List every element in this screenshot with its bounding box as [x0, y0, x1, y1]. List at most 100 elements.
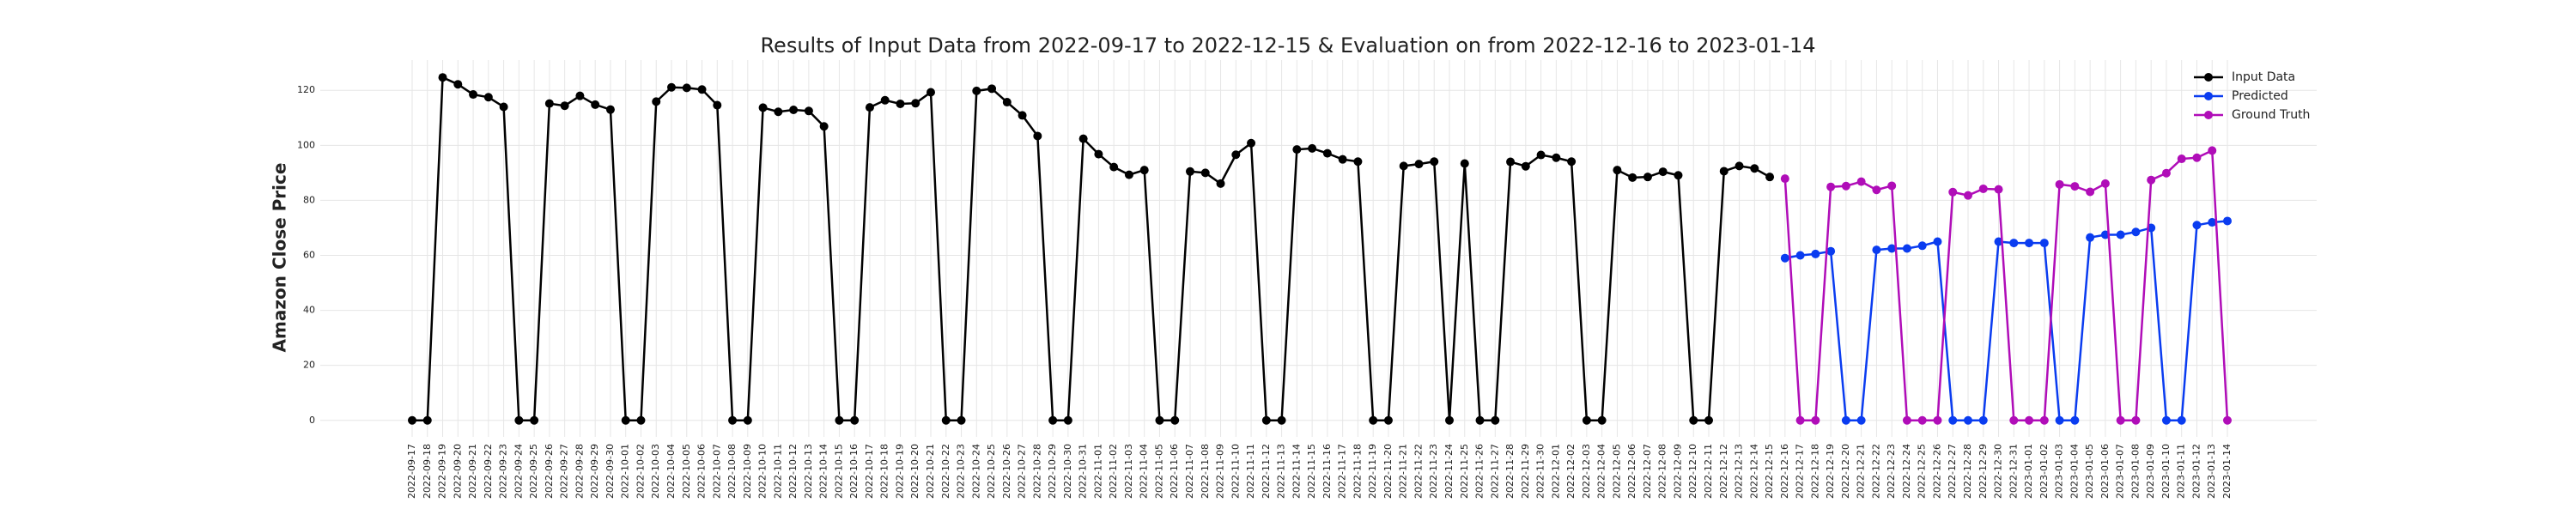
point	[652, 97, 661, 106]
series-line	[1783, 148, 2229, 422]
point	[758, 103, 768, 112]
point	[987, 84, 997, 94]
point	[1216, 179, 1225, 188]
y-tick-label: 0	[309, 415, 315, 426]
x-tick-label: 2022-11-03	[1123, 444, 1134, 499]
x-tick-label: 2022-12-01	[1550, 444, 1561, 499]
x-tick-label: 2022-10-01	[620, 444, 631, 499]
point	[2116, 230, 2125, 239]
legend-label: Ground Truth	[2232, 108, 2310, 122]
legend-label: Input Data	[2232, 70, 2295, 84]
x-tick-label: 2022-11-01	[1092, 444, 1103, 499]
point	[2055, 179, 2064, 189]
point	[1277, 415, 1286, 425]
point	[2161, 168, 2171, 178]
x-tick-label: 2022-09-26	[544, 444, 555, 499]
point	[1170, 415, 1180, 425]
x-tick-label: 2022-11-26	[1474, 444, 1485, 499]
point	[2100, 179, 2110, 188]
point	[1811, 249, 1820, 258]
point	[1948, 187, 1958, 197]
x-tick-label: 2022-10-24	[970, 444, 981, 499]
point	[1078, 134, 1088, 143]
x-tick-label: 2022-09-30	[605, 444, 616, 499]
point	[2223, 415, 2232, 425]
x-tick-label: 2022-11-14	[1291, 444, 1302, 499]
x-tick-label: 2023-01-12	[2190, 444, 2202, 499]
x-tick-label: 2022-12-02	[1565, 444, 1577, 499]
x-tick-label: 2022-10-19	[894, 444, 905, 499]
x-tick-label: 2022-12-25	[1917, 444, 1928, 499]
point	[2025, 239, 2034, 248]
x-tick-label: 2022-11-25	[1459, 444, 1470, 499]
x-tick-label: 2022-11-27	[1489, 444, 1500, 499]
point	[1917, 241, 1927, 251]
x-tick-label: 2023-01-14	[2221, 444, 2233, 499]
legend-marker	[2204, 111, 2213, 119]
x-tick-label: 2022-11-05	[1153, 444, 1164, 499]
point	[927, 88, 935, 97]
x-tick-label: 2022-09-28	[574, 444, 585, 499]
point	[2177, 154, 2186, 164]
x-tick-label: 2022-10-28	[1031, 444, 1042, 499]
x-tick-label: 2022-12-29	[1978, 444, 1989, 499]
point	[880, 95, 890, 105]
x-tick-label: 2022-12-11	[1703, 444, 1714, 499]
x-tick-label: 2022-10-23	[956, 444, 967, 499]
point	[2009, 415, 2019, 425]
point	[1048, 415, 1058, 425]
point	[530, 415, 539, 425]
point	[560, 101, 569, 111]
x-tick-label: 2022-10-18	[879, 444, 890, 499]
point	[1643, 173, 1652, 182]
point	[1841, 415, 1850, 425]
point	[1231, 150, 1241, 160]
x-tick-label: 2022-11-11	[1245, 444, 1256, 499]
point	[1353, 157, 1363, 167]
point	[1933, 415, 1942, 425]
point	[1658, 167, 1668, 177]
x-tick-label: 2022-09-20	[452, 444, 463, 499]
x-tick-label: 2022-09-22	[483, 444, 494, 499]
point	[1613, 166, 1622, 175]
x-tick-label: 2022-09-23	[498, 444, 509, 499]
point	[1704, 415, 1713, 425]
point	[1475, 415, 1485, 425]
point	[1765, 173, 1775, 182]
point	[1430, 157, 1439, 167]
x-tick-label: 2022-12-12	[1718, 444, 1729, 499]
x-tick-label: 2023-01-09	[2145, 444, 2156, 499]
point	[422, 415, 432, 425]
x-tick-label: 2022-09-21	[467, 444, 478, 499]
x-tick-label: 2023-01-02	[2038, 444, 2050, 499]
point	[1308, 143, 1317, 153]
point	[789, 105, 799, 114]
point	[1780, 174, 1789, 184]
point	[1719, 167, 1728, 176]
x-tick-label: 2022-10-30	[1062, 444, 1073, 499]
point	[1795, 415, 1805, 425]
x-tick-label: 2022-11-08	[1200, 444, 1211, 499]
point	[1063, 415, 1072, 425]
y-tick-label: 100	[297, 139, 315, 150]
x-tick-label: 2022-10-11	[772, 444, 783, 499]
point	[667, 82, 676, 92]
point	[1856, 177, 1866, 186]
x-tick-label: 2022-12-08	[1657, 444, 1668, 499]
point	[819, 122, 829, 131]
x-tick-label: 2022-10-31	[1078, 444, 1089, 499]
point	[1887, 181, 1897, 191]
point	[835, 415, 844, 425]
point	[1322, 148, 1332, 158]
x-tick-label: 2022-10-09	[742, 444, 753, 499]
point	[941, 415, 951, 425]
x-tick-label: 2022-11-12	[1261, 444, 1272, 499]
x-tick-label: 2023-01-06	[2099, 444, 2111, 499]
x-tick-label: 2022-11-29	[1520, 444, 1531, 499]
grid	[320, 60, 2317, 437]
point	[2161, 415, 2171, 425]
point	[1902, 244, 1911, 253]
x-tick-label: 2022-11-24	[1443, 444, 1455, 499]
point	[1841, 181, 1850, 191]
point	[1369, 415, 1378, 425]
